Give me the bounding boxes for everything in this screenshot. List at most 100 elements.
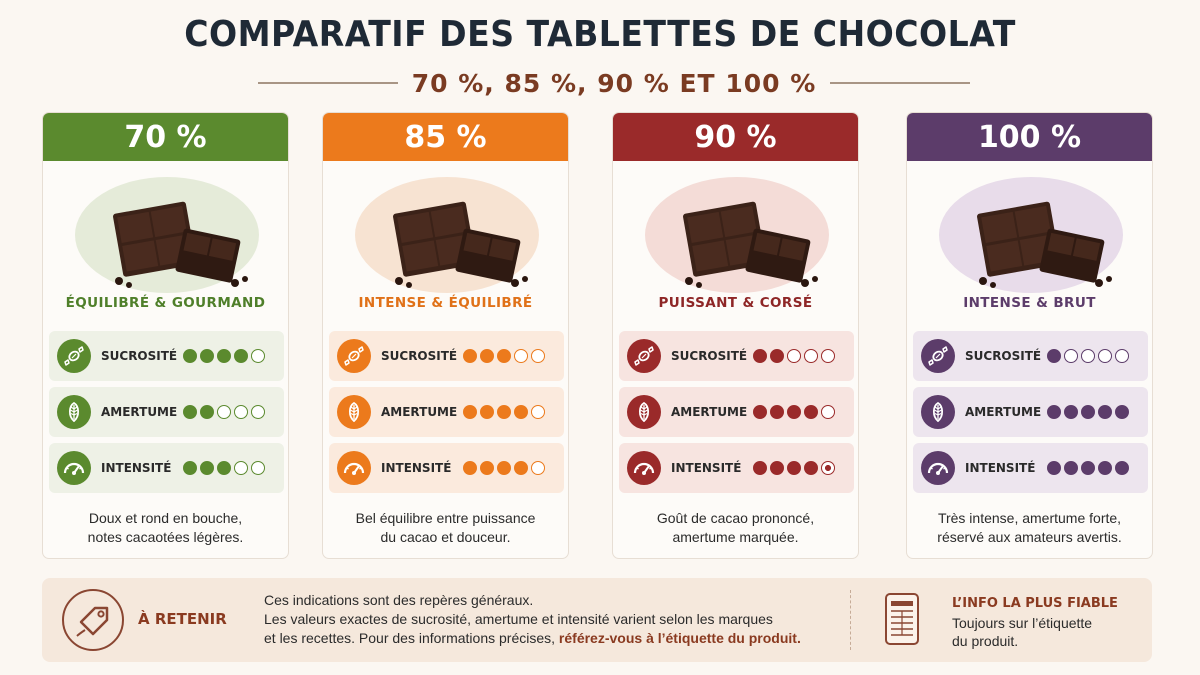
card-description-line-1: Bel équilibre entre puissance bbox=[355, 510, 536, 526]
reminder-line-2: Les valeurs exactes de sucrosité, amertu… bbox=[264, 611, 773, 627]
candy-icon bbox=[337, 339, 371, 373]
card-description: Très intense, amertume forte, réservé aux… bbox=[907, 509, 1152, 547]
rating-dot-empty bbox=[531, 349, 545, 363]
metric-row-sucrosite: SUCROSITÉ bbox=[329, 331, 564, 381]
cocoa-bean-icon bbox=[57, 395, 91, 429]
metric-row-amertume: AMERTUME bbox=[329, 387, 564, 437]
rating-dot-filled bbox=[1081, 461, 1095, 475]
metric-label: INTENSITÉ bbox=[101, 461, 172, 475]
rating-dots bbox=[463, 349, 545, 363]
rating-dot-filled bbox=[217, 349, 231, 363]
card-description-line-1: Doux et rond en bouche, bbox=[88, 510, 243, 526]
metric-label: AMERTUME bbox=[671, 405, 748, 419]
rating-dot-filled bbox=[183, 349, 197, 363]
gauge-icon bbox=[57, 451, 91, 485]
metric-row-amertume: AMERTUME bbox=[619, 387, 854, 437]
rating-dot-filled bbox=[234, 349, 248, 363]
metric-label: SUCROSITÉ bbox=[671, 349, 748, 363]
rating-dot-filled bbox=[753, 461, 767, 475]
rating-dot-empty bbox=[217, 405, 231, 419]
rating-dot-filled bbox=[200, 461, 214, 475]
rating-dot-filled bbox=[463, 405, 477, 419]
label-document-icon bbox=[884, 592, 920, 646]
chocolate-card: 100 % INTENSE & BRUT SUCROSITÉ AMERTUME INTE… bbox=[906, 112, 1153, 559]
rating-dot-empty bbox=[251, 461, 265, 475]
rating-dots bbox=[753, 349, 835, 363]
rating-dot-filled bbox=[217, 461, 231, 475]
rating-dot-filled bbox=[514, 461, 528, 475]
rating-dot-empty bbox=[1115, 349, 1129, 363]
card-header: 70 % bbox=[43, 113, 288, 161]
metric-label: AMERTUME bbox=[101, 405, 178, 419]
card-flavor-label: ÉQUILIBRÉ & GOURMAND bbox=[65, 295, 266, 311]
rating-dot-filled bbox=[200, 405, 214, 419]
metric-row-amertume: AMERTUME bbox=[49, 387, 284, 437]
rating-dot-filled bbox=[770, 461, 784, 475]
metric-label: AMERTUME bbox=[965, 405, 1042, 419]
subtitle-divider-left bbox=[258, 82, 398, 84]
card-description: Doux et rond en bouche, notes cacaotées l… bbox=[43, 509, 288, 547]
metric-row-intensite: INTENSITÉ bbox=[49, 443, 284, 493]
card-description-line-1: Très intense, amertume forte, bbox=[937, 510, 1122, 526]
rating-dots bbox=[753, 461, 835, 475]
rating-dot-filled bbox=[514, 405, 528, 419]
rating-dot-filled bbox=[770, 405, 784, 419]
rating-dot-empty bbox=[251, 349, 265, 363]
rating-dot-filled bbox=[1081, 405, 1095, 419]
rating-dot-empty bbox=[1064, 349, 1078, 363]
rating-dots bbox=[1047, 349, 1129, 363]
chocolate-bar-illustration bbox=[55, 175, 278, 347]
rating-dot-empty bbox=[1081, 349, 1095, 363]
page-subtitle: 70 %, 85 %, 90 % ET 100 % bbox=[411, 68, 817, 98]
rating-dot-filled bbox=[1115, 405, 1129, 419]
card-flavor-label: PUISSANT & CORSÉ bbox=[658, 295, 813, 311]
reminder-line-3-start: et les recettes. Pour des informations p… bbox=[264, 630, 559, 646]
rating-dot-empty bbox=[1098, 349, 1112, 363]
rating-dot-partial bbox=[821, 461, 835, 475]
rating-dot-empty bbox=[804, 349, 818, 363]
rating-dot-empty bbox=[787, 349, 801, 363]
gauge-icon bbox=[337, 451, 371, 485]
reminder-line-3: et les recettes. Pour des informations p… bbox=[264, 629, 844, 648]
info-line-1: Toujours sur l’étiquette bbox=[952, 615, 1093, 631]
metric-row-intensite: INTENSITÉ bbox=[329, 443, 564, 493]
card-description: Goût de cacao prononcé, amertume marquée. bbox=[613, 509, 858, 547]
metric-label: AMERTUME bbox=[381, 405, 458, 419]
page-title: COMPARATIF DES TABLETTES DE CHOCOLAT bbox=[184, 14, 1016, 55]
card-header: 100 % bbox=[907, 113, 1152, 161]
rating-dot-filled bbox=[480, 461, 494, 475]
info-text: Toujours sur l’étiquette du produit. bbox=[952, 614, 1142, 650]
rating-dot-filled bbox=[770, 349, 784, 363]
metric-label: INTENSITÉ bbox=[381, 461, 452, 475]
rating-dot-filled bbox=[1047, 461, 1061, 475]
rating-dots bbox=[1047, 405, 1129, 419]
rating-dot-filled bbox=[804, 405, 818, 419]
metric-label: SUCROSITÉ bbox=[381, 349, 458, 363]
metric-row-intensite: INTENSITÉ bbox=[913, 443, 1148, 493]
rating-dot-filled bbox=[1047, 349, 1061, 363]
rating-dot-filled bbox=[1064, 461, 1078, 475]
reminder-highlight: référez-vous à l’étiquette du produit. bbox=[558, 630, 801, 646]
rating-dot-filled bbox=[480, 405, 494, 419]
card-header: 90 % bbox=[613, 113, 858, 161]
cocoa-bean-icon bbox=[921, 395, 955, 429]
rating-dot-filled bbox=[463, 461, 477, 475]
chocolate-card: 70 % ÉQUILIBRÉ & GOURMAND SUCROSITÉ AMERTUM… bbox=[42, 112, 289, 559]
rating-dot-filled bbox=[787, 405, 801, 419]
metric-label: INTENSITÉ bbox=[965, 461, 1036, 475]
rating-dot-filled bbox=[463, 349, 477, 363]
rating-dot-filled bbox=[200, 349, 214, 363]
rating-dot-empty bbox=[234, 461, 248, 475]
rating-dot-empty bbox=[821, 405, 835, 419]
rating-dot-empty bbox=[251, 405, 265, 419]
rating-dots bbox=[183, 405, 265, 419]
metric-row-sucrosite: SUCROSITÉ bbox=[49, 331, 284, 381]
card-description-line-2: du cacao et douceur. bbox=[380, 529, 511, 545]
subtitle-divider-right bbox=[830, 82, 971, 84]
candy-icon bbox=[921, 339, 955, 373]
card-description: Bel équilibre entre puissance du cacao et… bbox=[323, 509, 568, 547]
rating-dot-empty bbox=[821, 349, 835, 363]
rating-dot-empty bbox=[234, 405, 248, 419]
metric-label: SUCROSITÉ bbox=[101, 349, 178, 363]
rating-dot-filled bbox=[1115, 461, 1129, 475]
